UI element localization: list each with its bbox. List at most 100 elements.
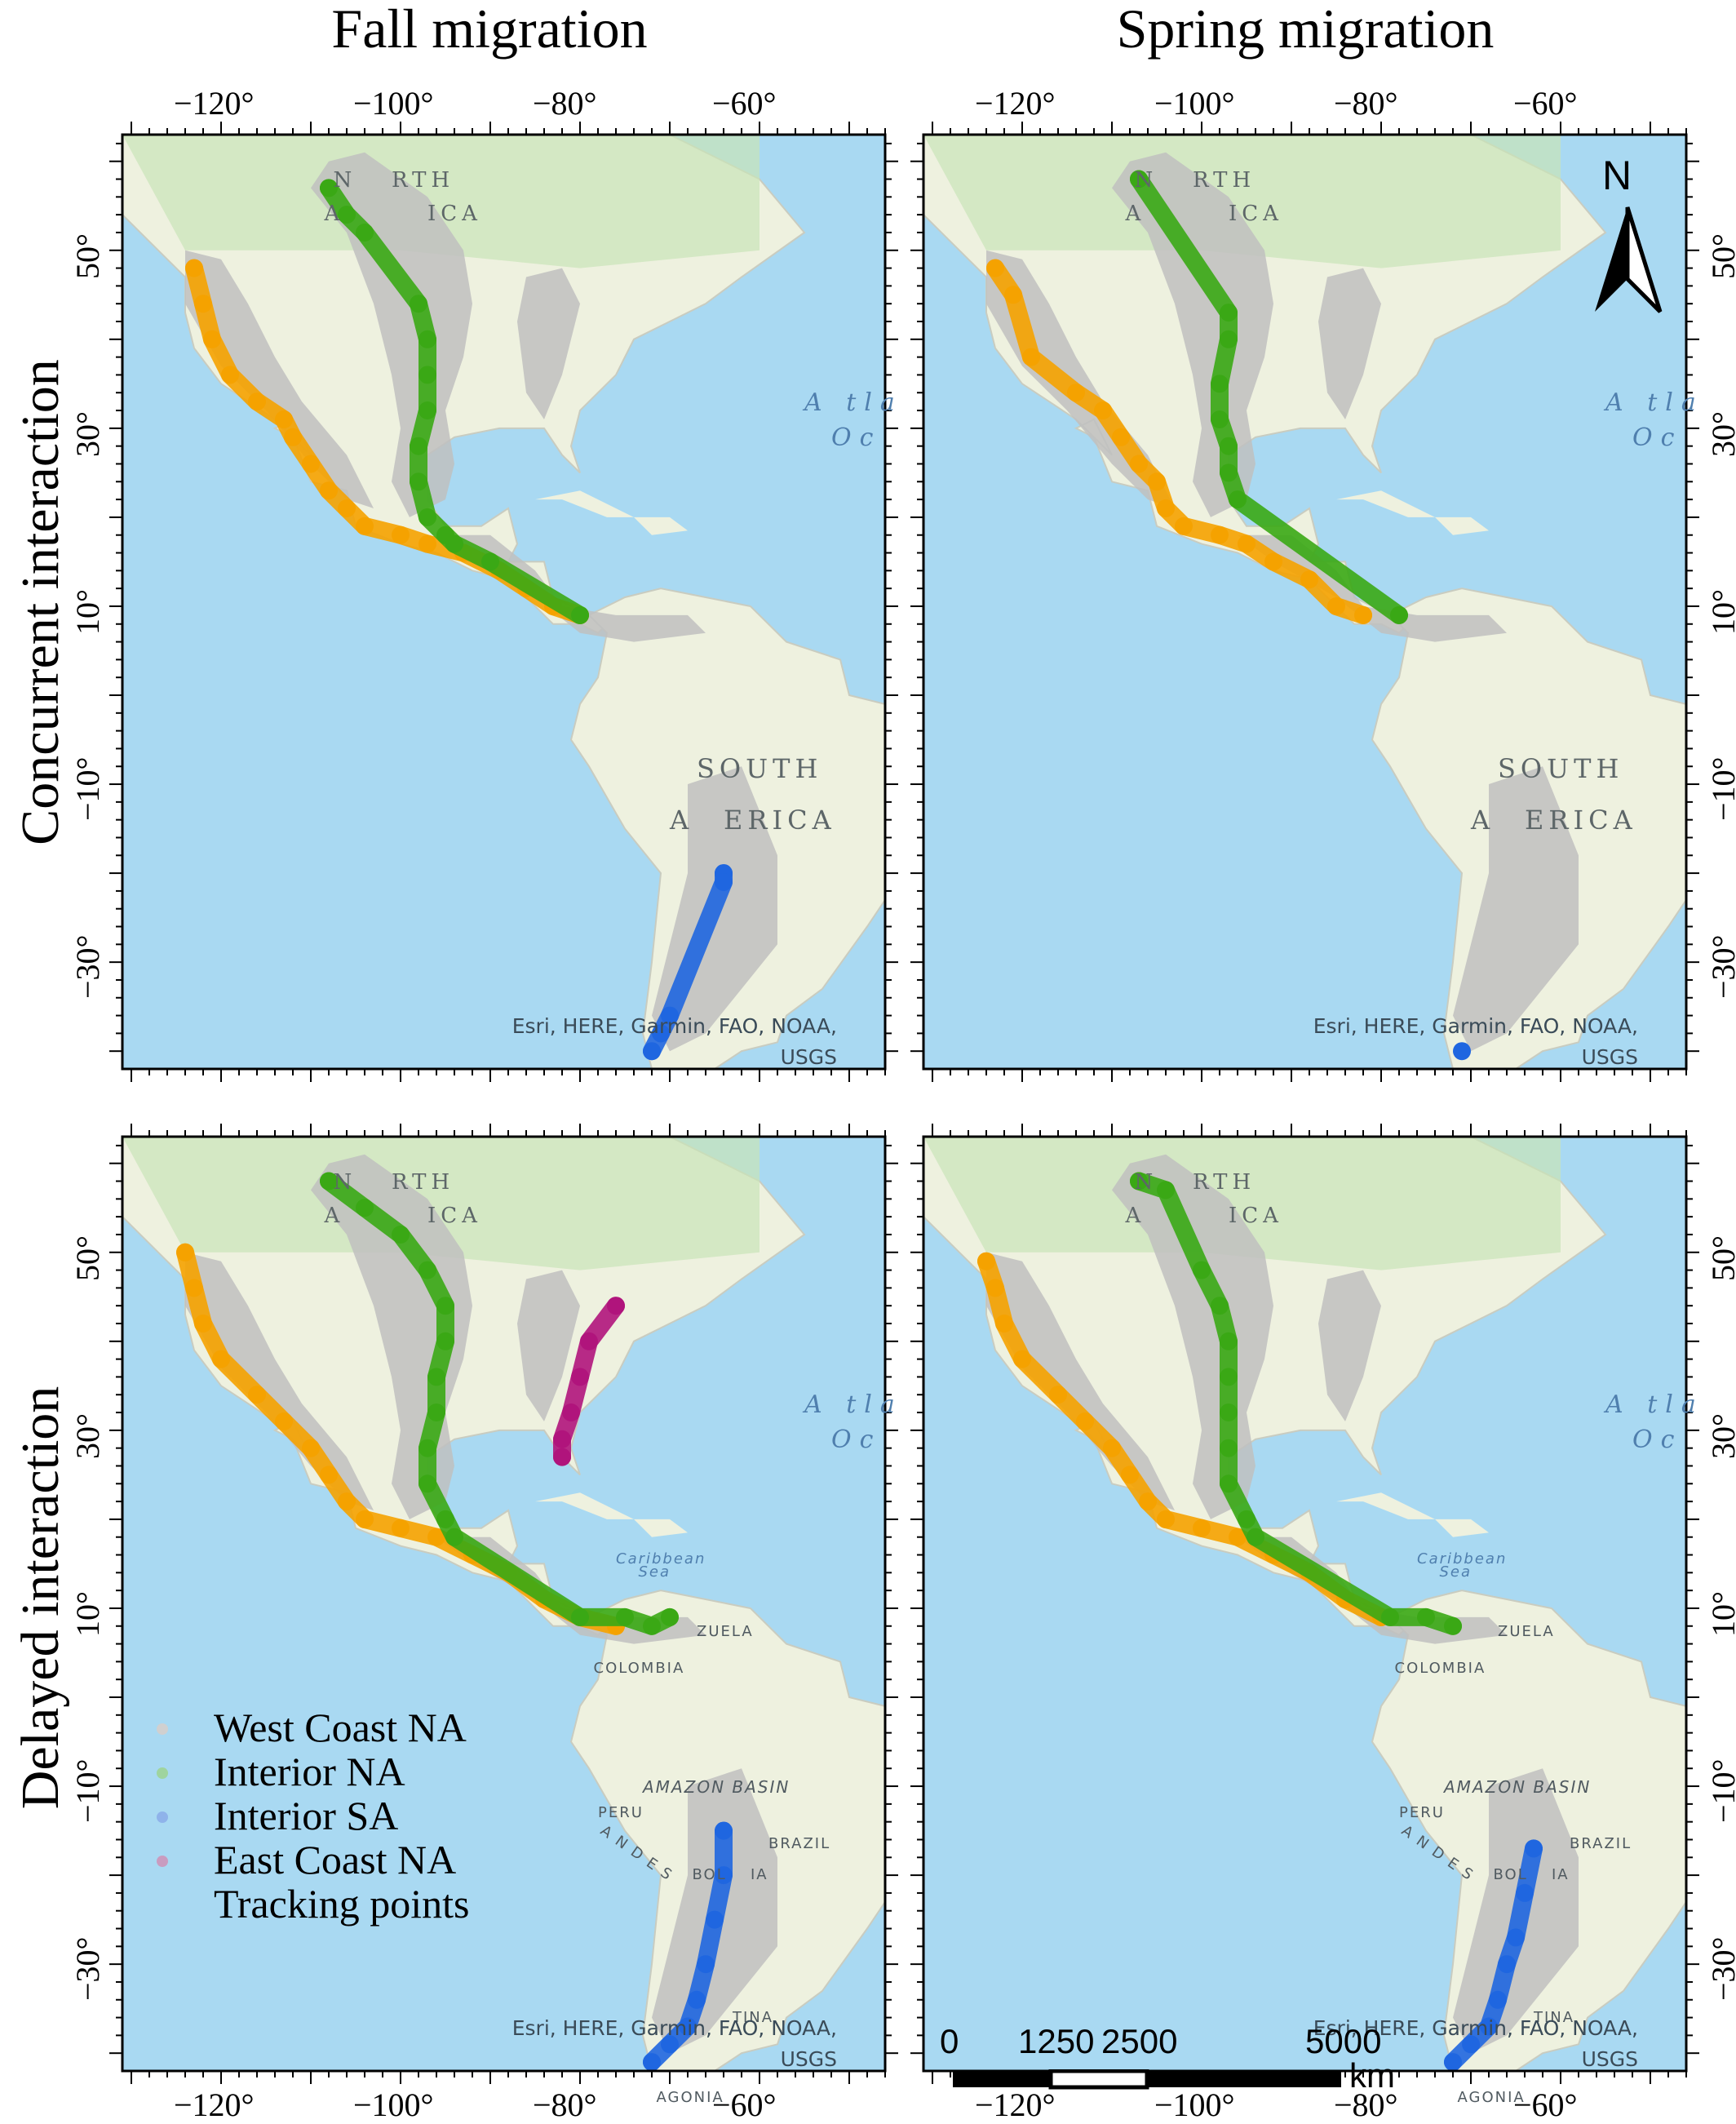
scale-label-2500: 2500	[1101, 2022, 1178, 2060]
species-range-0	[1112, 152, 1273, 517]
lon-label: −100°	[353, 85, 434, 122]
lat-label: 10°	[69, 588, 106, 635]
tracking-point-west_coast	[1121, 1466, 1139, 1484]
label-atlantic: A tla	[804, 1390, 903, 1419]
legend-swatch-interior-sa	[157, 1811, 168, 1823]
tracking-point-west_coast	[1157, 1510, 1175, 1528]
tracking-point-west_coast	[248, 392, 266, 411]
attribution-line2: USGS	[1581, 2047, 1638, 2072]
tracking-point-interior_sa	[706, 1910, 724, 1929]
attribution-line1: Esri, HERE, Garmin, FAO, NOAA,	[512, 2016, 837, 2041]
tracking-point-west_coast	[1157, 499, 1175, 517]
lat-label: 10°	[69, 1590, 106, 1637]
lat-label: −30°	[1705, 1936, 1736, 2002]
tracking-point-interior_na	[427, 1368, 445, 1386]
tracking-point-west_coast	[427, 1528, 445, 1546]
north-arrow-label: N	[1602, 153, 1632, 198]
column-title-spring: Spring migration	[1116, 0, 1495, 60]
lon-label: −60°	[712, 85, 777, 122]
label-atlantic: A tla	[1605, 388, 1704, 417]
tracking-point-interior_na	[418, 366, 436, 384]
legend-item-east-coast: East Coast NA	[139, 1838, 522, 1882]
tracking-point-west_coast	[1004, 286, 1022, 304]
tracking-point-west_coast	[418, 534, 436, 553]
tracking-point-west_coast	[185, 259, 203, 277]
label-country: IA	[1552, 1866, 1570, 1884]
lon-label: −80°	[533, 85, 597, 122]
tracking-point-west_coast	[1103, 1439, 1121, 1457]
lat-label: −30°	[1705, 934, 1736, 1000]
lat-label: 50°	[69, 233, 106, 279]
tracking-point-west_coast	[194, 295, 212, 313]
tracking-point-west_coast	[392, 1519, 410, 1537]
species-range-1	[986, 1252, 1175, 1510]
label-country: TINA	[733, 2008, 774, 2026]
legend-item-west-coast: West Coast NA	[139, 1705, 522, 1749]
tracking-point-west_coast	[986, 259, 1004, 277]
scale-bar-graphic	[953, 2069, 1341, 2090]
legend-footer-label: Tracking points	[214, 1881, 470, 1927]
scale-label-0: 0	[940, 2022, 959, 2060]
label-north-america: A	[1125, 201, 1146, 226]
tracking-point-interior_na	[418, 401, 436, 419]
scale-label-1250: 1250	[1018, 2022, 1095, 2060]
tracking-point-west_coast	[320, 1466, 338, 1484]
label-caribbean: Sea	[1439, 1563, 1472, 1581]
tracking-point-east_coast	[562, 1403, 580, 1421]
tracking-point-interior_sa	[643, 1042, 661, 1061]
attribution: Esri, HERE, Garmin, FAO, NOAA, USGS	[1313, 1011, 1638, 1073]
tracking-point-interior_na	[436, 1332, 454, 1350]
land-cuba	[535, 1492, 634, 1519]
species-range-4	[517, 268, 580, 419]
north-arrow-icon	[1595, 206, 1663, 313]
tracking-point-interior_sa	[652, 1024, 670, 1043]
species-range-1	[185, 250, 374, 508]
map-panel-concurrent_spring	[910, 122, 1699, 1082]
tracking-point-interior_na	[1211, 410, 1229, 428]
lon-label: −120°	[174, 2086, 255, 2123]
tracking-point-interior_na	[1229, 490, 1247, 509]
tracking-point-west_coast	[1112, 428, 1130, 446]
tracking-point-west_coast	[302, 1439, 320, 1457]
lat-label: 50°	[1705, 233, 1736, 279]
column-title-fall: Fall migration	[331, 0, 648, 60]
tracking-point-west_coast	[1354, 605, 1372, 624]
tracking-point-interior_sa	[679, 2017, 697, 2036]
tracking-point-west_coast	[275, 410, 293, 428]
label-south-america: A	[1471, 805, 1495, 836]
tracking-point-interior_na	[1211, 1297, 1229, 1315]
tracking-point-west_coast	[356, 517, 374, 535]
tracking-point-interior_na	[1220, 463, 1238, 482]
land-hispaniola	[634, 517, 688, 535]
land-cuba	[1336, 490, 1435, 517]
lat-label: −30°	[69, 1936, 106, 2002]
label-country: PERU	[1399, 1803, 1445, 1821]
species-range-3	[1453, 766, 1579, 1052]
tracking-point-west_coast	[1229, 1528, 1247, 1546]
attribution-line1: Esri, HERE, Garmin, FAO, NOAA,	[1313, 1014, 1638, 1039]
label-south-america: A	[670, 805, 694, 836]
tracking-point-interior_na	[1220, 437, 1238, 455]
tracking-point-west_coast	[284, 428, 302, 446]
label-atlantic: Oc	[831, 1426, 882, 1455]
tracking-point-east_coast	[607, 1297, 625, 1315]
attribution-line2: USGS	[780, 1045, 837, 1070]
lon-label: −80°	[1334, 85, 1398, 122]
label-north-america: A	[1125, 1203, 1146, 1228]
label-north-america: ICA	[427, 1203, 482, 1228]
tracking-point-interior_na	[1220, 304, 1238, 322]
tracking-point-interior_na	[643, 1616, 661, 1635]
tracking-point-east_coast	[580, 1332, 598, 1350]
label-atlantic: Oc	[1632, 1426, 1683, 1455]
legend-swatch-east-coast	[157, 1856, 168, 1867]
boreal-tint	[923, 135, 1561, 268]
tracking-point-west_coast	[1300, 570, 1318, 589]
label-country: PERU	[598, 1803, 644, 1821]
lat-label: −30°	[69, 934, 106, 1000]
lon-label: −120°	[174, 85, 255, 122]
tracking-point-interior_na	[418, 1474, 436, 1493]
tracking-point-west_coast	[320, 481, 338, 500]
lon-label: −100°	[1154, 85, 1235, 122]
tracking-point-interior_na	[1157, 1181, 1175, 1199]
label-country: TINA	[1534, 2008, 1575, 2026]
